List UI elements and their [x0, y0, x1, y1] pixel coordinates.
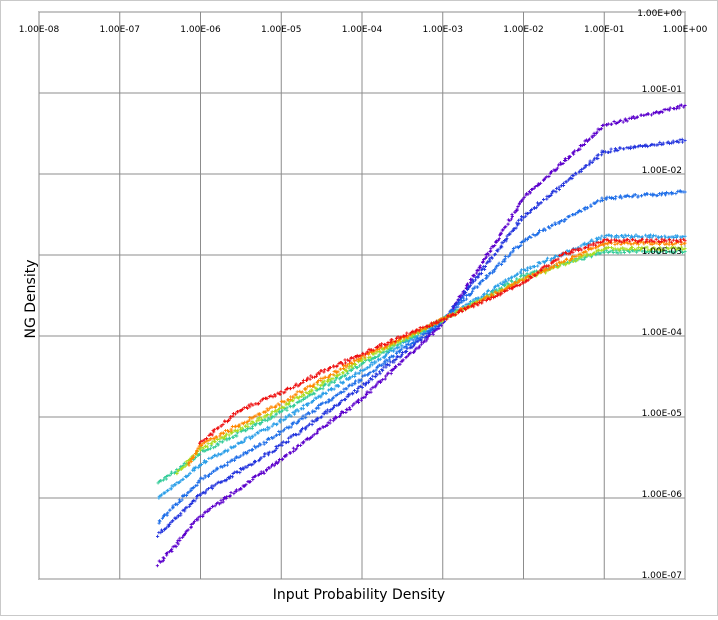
y-tick-label: 1.00E-04	[642, 328, 683, 338]
y-tick-label: 1.00E-05	[642, 409, 682, 419]
y-tick-label: 1.00E-03	[642, 247, 682, 257]
x-tick-label: 1.00E-08	[19, 25, 60, 35]
x-tick-label: 1.00E-02	[503, 25, 543, 35]
x-tick-label: 1.00E-03	[423, 25, 463, 35]
x-tick-label: 1.00E-04	[342, 25, 383, 35]
y-tick-label: 1.00E+00	[637, 9, 682, 19]
y-tick-label: 1.00E-07	[642, 571, 682, 581]
data-points	[155, 103, 687, 568]
x-tick-label: 1.00E-06	[180, 25, 221, 35]
tick-labels: 1.00E-08 1.00E-07 1.00E-06 1.00E-05 1.00E-04…	[19, 9, 708, 581]
x-tick-label: 1.00E+00	[663, 25, 708, 35]
y-tick-label: 1.00E-01	[642, 85, 682, 95]
x-tick-label: 1.00E-01	[584, 25, 624, 35]
x-axis-label: Input Probability Density	[273, 587, 445, 603]
y-tick-label: 1.00E-02	[642, 166, 682, 176]
series-markers	[156, 137, 687, 538]
series-points	[156, 137, 687, 538]
series-markers	[198, 237, 687, 445]
x-tick-label: 1.00E-05	[261, 25, 301, 35]
y-axis-label: NG Density	[23, 260, 39, 339]
x-tick-label: 1.00E-07	[100, 25, 140, 35]
y-tick-label: 1.00E-06	[642, 490, 683, 500]
series-points	[198, 237, 687, 445]
